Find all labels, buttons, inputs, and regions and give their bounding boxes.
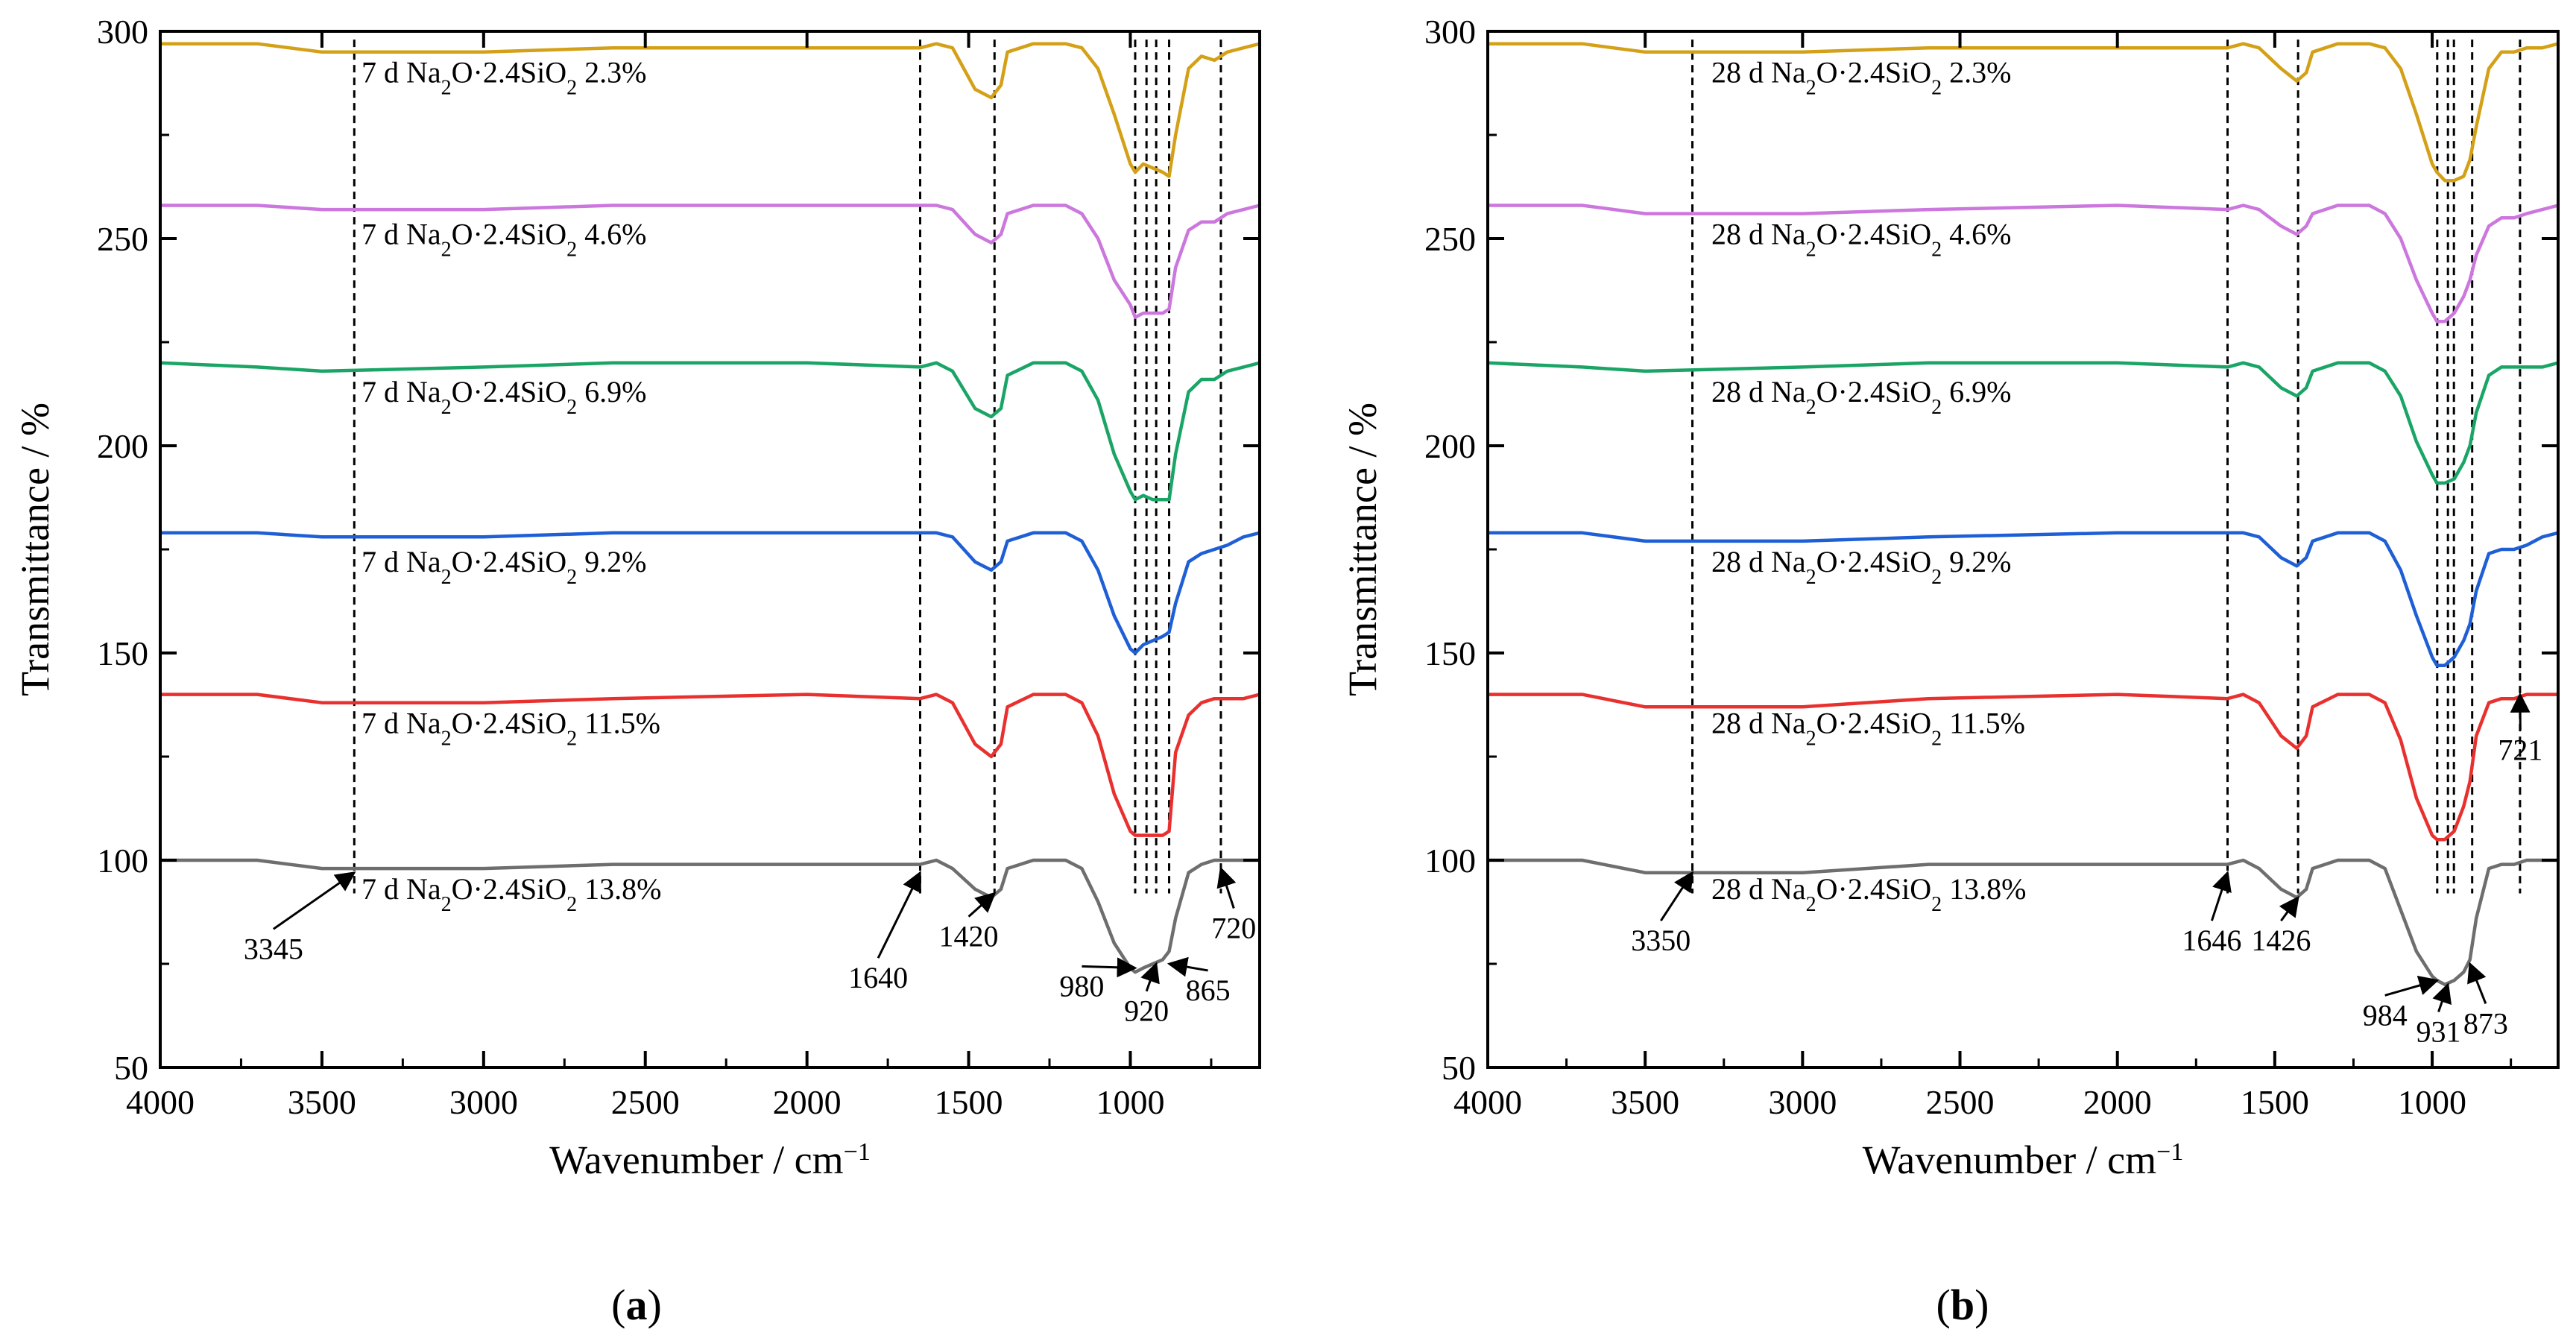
panel-label: (b) xyxy=(1936,1281,1989,1329)
x-tick-label: 4000 xyxy=(1453,1083,1522,1121)
y-tick-label: 150 xyxy=(97,634,148,672)
series-label: 28 d Na2O·2.4SiO2 13.8% xyxy=(1711,872,2026,916)
y-axis-title: Transmittance / % xyxy=(13,403,57,696)
chart-panel-b: 28 d Na2O·2.4SiO2 2.3% 28 d Na2O·2.4SiO2 … xyxy=(1340,13,2560,1329)
y-tick-label: 100 xyxy=(97,842,148,880)
series-line xyxy=(1488,692,2558,842)
annotation-label: 865 xyxy=(1186,974,1231,1007)
series-label: 7 d Na2O·2.4SiO2 2.3% xyxy=(362,56,646,99)
panel-label: (a) xyxy=(611,1281,662,1329)
y-tick-label: 200 xyxy=(1424,427,1476,465)
annotation-label: 931 xyxy=(2416,1015,2461,1049)
y-tick-label: 200 xyxy=(97,427,148,465)
annotation-label: 1640 xyxy=(848,961,908,994)
annotation-arrow xyxy=(1660,871,1694,922)
series-line xyxy=(1488,42,2559,183)
annotation-arrow xyxy=(2210,871,2232,921)
series-label: 28 d Na2O·2.4SiO2 9.2% xyxy=(1711,545,2011,589)
annotation-arrow xyxy=(272,871,356,930)
series-line xyxy=(160,692,1260,837)
x-tick-label: 3000 xyxy=(1768,1083,1837,1121)
series-line xyxy=(160,531,1260,655)
y-tick-label: 100 xyxy=(1424,842,1476,880)
x-tick-label: 2500 xyxy=(611,1083,680,1121)
x-tick-label: 2000 xyxy=(773,1083,842,1121)
annotation-label: 980 xyxy=(1059,969,1104,1003)
y-tick-label: 50 xyxy=(1442,1049,1476,1087)
series-line xyxy=(1487,361,2559,485)
series-label: 7 d Na2O·2.4SiO2 11.5% xyxy=(362,707,660,751)
chart-panel-a: 7 d Na2O·2.4SiO2 2.3% 7 d Na2O·2.4SiO2 4.… xyxy=(13,13,1261,1329)
annotation-arrow xyxy=(1216,866,1237,909)
plot-frame xyxy=(159,30,1261,1069)
x-tick-label: 4000 xyxy=(126,1083,195,1121)
annotation-arrow xyxy=(877,871,921,959)
series-line xyxy=(1488,204,2559,324)
series-label: 7 d Na2O·2.4SiO2 4.6% xyxy=(362,218,646,262)
series-label: 28 d Na2O·2.4SiO2 6.9% xyxy=(1711,375,2011,419)
y-tick-label: 300 xyxy=(1424,13,1476,51)
y-tick-label: 300 xyxy=(97,13,148,51)
x-tick-label: 1500 xyxy=(2241,1083,2309,1121)
series-line xyxy=(160,42,1260,178)
series-label: 7 d Na2O·2.4SiO2 6.9% xyxy=(362,375,646,419)
x-axis-title: Wavenumber / cm−1 xyxy=(1863,1138,2184,1182)
x-tick-label: 3500 xyxy=(1611,1083,1679,1121)
series-line xyxy=(160,858,1260,974)
series-line xyxy=(160,204,1260,319)
y-tick-label: 250 xyxy=(97,220,148,258)
y-tick-label: 250 xyxy=(1424,220,1476,258)
x-tick-label: 3500 xyxy=(288,1083,356,1121)
x-tick-label: 2500 xyxy=(1926,1083,1995,1121)
annotation-label: 721 xyxy=(2498,733,2542,766)
x-tick-label: 3000 xyxy=(449,1083,518,1121)
annotation-label: 3345 xyxy=(244,932,303,965)
y-tick-label: 50 xyxy=(114,1049,148,1087)
annotation-label: 1426 xyxy=(2251,924,2311,957)
series-label: 28 d Na2O·2.4SiO2 4.6% xyxy=(1711,218,2011,262)
annotation-arrow xyxy=(1140,962,1160,992)
x-tick-label: 1000 xyxy=(1096,1083,1164,1121)
annotation-arrow xyxy=(1167,956,1208,977)
annotation-arrow xyxy=(967,892,997,918)
series-label: 28 d Na2O·2.4SiO2 2.3% xyxy=(1711,56,2011,99)
annotation-arrow xyxy=(1082,957,1137,978)
plot-frame xyxy=(1486,30,2560,1069)
y-tick-label: 150 xyxy=(1424,634,1476,672)
series-line xyxy=(160,361,1260,502)
x-tick-label: 1500 xyxy=(935,1083,1003,1121)
x-axis-title: Wavenumber / cm−1 xyxy=(549,1138,871,1182)
series-label: 7 d Na2O·2.4SiO2 9.2% xyxy=(362,545,646,589)
annotation-label: 3350 xyxy=(1631,924,1690,957)
annotation-label: 720 xyxy=(1211,912,1256,945)
annotation-arrow xyxy=(2467,962,2487,1004)
annotation-arrow xyxy=(2279,895,2299,922)
annotation-label: 1646 xyxy=(2182,924,2241,957)
series-label: 28 d Na2O·2.4SiO2 11.5% xyxy=(1711,707,2025,751)
x-tick-label: 2000 xyxy=(2083,1083,2152,1121)
annotation-label: 984 xyxy=(2363,998,2408,1032)
annotation-label: 873 xyxy=(2463,1006,2508,1040)
series-line xyxy=(1488,531,2559,667)
annotation-arrow xyxy=(2432,982,2452,1013)
series-label: 7 d Na2O·2.4SiO2 13.8% xyxy=(362,872,661,916)
series-line xyxy=(1488,858,2558,987)
annotation-label: 1420 xyxy=(939,920,999,953)
annotation-label: 920 xyxy=(1124,994,1169,1028)
x-tick-label: 1000 xyxy=(2398,1083,2466,1121)
y-axis-title: Transmittance / % xyxy=(1340,403,1385,696)
annotation-arrow xyxy=(2384,975,2440,997)
